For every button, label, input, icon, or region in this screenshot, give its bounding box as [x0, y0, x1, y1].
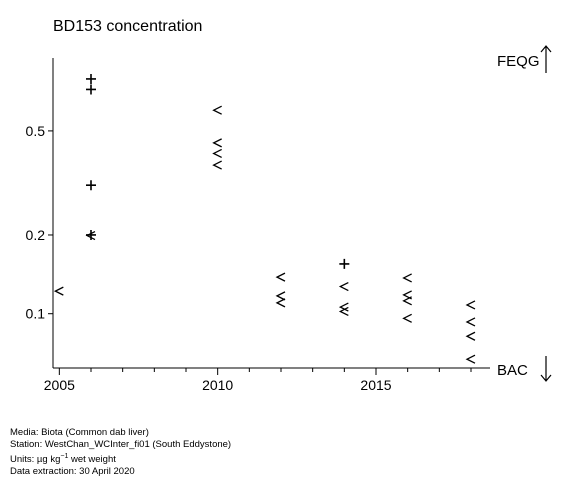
data-point-less-than — [338, 302, 349, 312]
data-point-less-than — [465, 354, 476, 364]
data-point-plus — [339, 258, 350, 269]
x-tick-label: 2015 — [360, 377, 391, 393]
arrow-up-icon — [540, 45, 552, 73]
x-tick-label: 2005 — [44, 377, 75, 393]
data-point-less-than — [212, 105, 222, 115]
data-point-plus — [86, 180, 96, 191]
data-point-less-than — [338, 306, 349, 317]
data-point-less-than — [402, 273, 412, 283]
chart-footer: Media: Biota (Common dab liver) Station:… — [10, 427, 231, 478]
y-tick-label: 0.1 — [26, 306, 46, 322]
data-point-plus — [86, 73, 96, 84]
data-point-less-than — [338, 281, 349, 292]
data-point-less-than — [402, 313, 412, 323]
data-point-less-than — [212, 148, 222, 159]
data-point-less-than — [402, 296, 412, 306]
arrow-down-icon — [540, 356, 552, 382]
data-point-less-than — [53, 286, 64, 296]
footer-units-suffix: wet weight — [68, 454, 116, 466]
data-point-plus — [86, 84, 96, 95]
data-point-less-than — [275, 272, 286, 282]
footer-units: Units: µg kg−1 wet weight — [10, 451, 231, 466]
footer-units-prefix: Units: µg kg — [10, 454, 61, 466]
reference-label-bac: BAC — [497, 362, 528, 379]
y-tick-label: 0.2 — [26, 227, 46, 243]
footer-extraction: Data extraction: 30 April 2020 — [10, 466, 135, 478]
data-point-less-than — [212, 160, 222, 170]
y-tick-label: 0.5 — [26, 123, 46, 139]
data-point-less-than — [465, 331, 476, 341]
data-point-less-than — [465, 300, 476, 310]
footer-media: Media: Biota (Common dab liver) — [10, 427, 149, 438]
chart-title: BD153 concentration — [53, 18, 203, 35]
data-point-less-than — [275, 298, 286, 308]
reference-label-feqg: FEQG — [497, 53, 540, 70]
data-point-less-than — [85, 230, 96, 241]
footer-station: Station: WestChan_WCInter_fi01 (South Ed… — [10, 439, 232, 450]
chart-plot: 0.1 0.2 0.5 2005 2010 2015 FEQG BAC — [26, 45, 552, 393]
x-tick-label: 2010 — [202, 377, 233, 393]
data-point-less-than — [465, 317, 476, 327]
data-point-less-than — [212, 138, 222, 148]
data-point-less-than — [275, 291, 286, 301]
footer-units-exponent: −1 — [60, 453, 69, 460]
